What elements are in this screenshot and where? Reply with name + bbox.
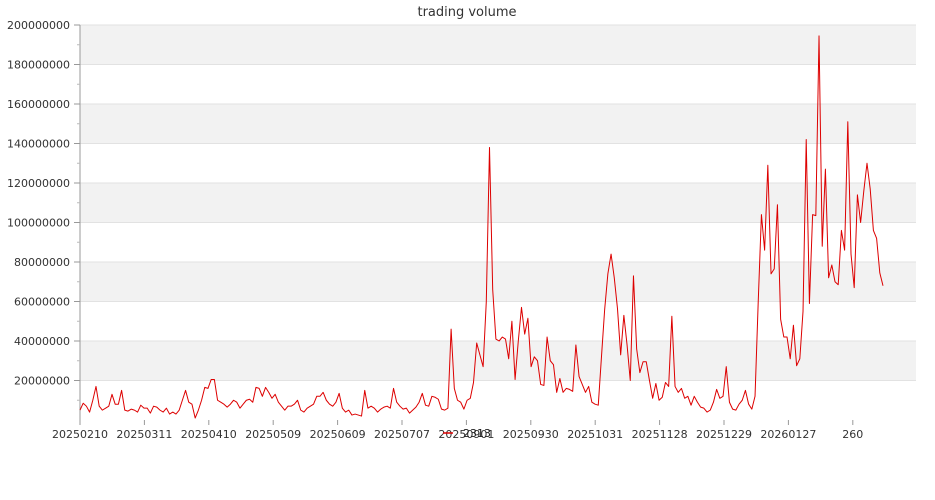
grid-band — [80, 262, 916, 302]
x-tick-label: 20250311 — [116, 428, 172, 441]
grid-band — [80, 104, 916, 144]
series-line-2313 — [79, 35, 884, 419]
x-tick-label: 20260127 — [760, 428, 816, 441]
y-tick-label: 100000000 — [7, 217, 70, 230]
y-tick-label: 200000000 — [7, 19, 70, 32]
grid-band — [80, 341, 916, 381]
x-tick-label: 20251128 — [632, 428, 688, 441]
grid-bands — [80, 24, 916, 381]
x-tick-label: 20250410 — [181, 428, 237, 441]
y-tick-label: 60000000 — [14, 296, 70, 309]
x-tick-label: 260 — [842, 428, 863, 441]
y-tick-label: 180000000 — [7, 59, 70, 72]
x-tick-label: 20250707 — [374, 428, 430, 441]
x-tick-label: 20251229 — [696, 428, 752, 441]
y-tick-label: 20000000 — [14, 375, 70, 388]
y-tick-label: 40000000 — [14, 335, 70, 348]
legend: 2313 — [443, 427, 491, 440]
x-tick-label: 20250509 — [245, 428, 301, 441]
x-tick-label: 20250609 — [310, 428, 366, 441]
x-axis: 20250210 20250311 20250410 20250509 20250609… — [52, 420, 863, 441]
grid-band — [80, 183, 916, 223]
y-axis: 200000000 180000000 160000000 140000000 1200… — [7, 19, 81, 420]
grid-band — [80, 25, 916, 65]
y-tick-label: 80000000 — [14, 256, 70, 269]
x-tick-label: 20250901 — [438, 428, 494, 441]
chart-title: trading volume — [417, 5, 516, 20]
x-tick-label: 20250210 — [52, 428, 108, 441]
x-tick-label: 20251031 — [567, 428, 623, 441]
y-tick-label: 120000000 — [7, 177, 70, 190]
legend-label: 2313 — [463, 427, 491, 440]
plot-area — [79, 35, 884, 419]
x-tick-label: 20250930 — [503, 428, 559, 441]
y-tick-label: 160000000 — [7, 98, 70, 111]
y-tick-label: 140000000 — [7, 138, 70, 151]
